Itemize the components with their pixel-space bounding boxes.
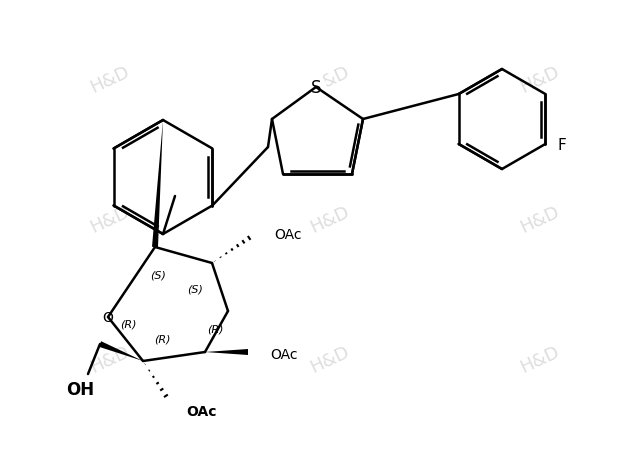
Text: H&D: H&D [87, 202, 132, 236]
Text: H&D: H&D [308, 342, 352, 376]
Text: OAc: OAc [270, 347, 297, 361]
Text: (S): (S) [150, 269, 166, 279]
Text: O: O [103, 310, 113, 324]
Text: (R): (R) [207, 324, 223, 334]
Text: OH: OH [66, 380, 94, 398]
Text: H&D: H&D [87, 342, 132, 376]
Text: H&D: H&D [517, 342, 562, 376]
Text: H&D: H&D [87, 63, 132, 97]
Text: (R): (R) [154, 334, 170, 344]
Text: S: S [311, 79, 321, 97]
Text: (R): (R) [120, 319, 136, 329]
Text: (S): (S) [187, 285, 203, 295]
Circle shape [99, 308, 117, 326]
Text: H&D: H&D [517, 63, 562, 97]
Text: OAc: OAc [274, 227, 301, 241]
Text: H&D: H&D [308, 63, 352, 97]
Circle shape [306, 78, 326, 98]
Polygon shape [152, 121, 163, 248]
Text: OAc: OAc [186, 404, 217, 418]
Text: H&D: H&D [308, 202, 352, 236]
Text: H&D: H&D [517, 202, 562, 236]
Text: F: F [557, 137, 566, 152]
Polygon shape [99, 341, 143, 361]
Polygon shape [205, 349, 248, 355]
